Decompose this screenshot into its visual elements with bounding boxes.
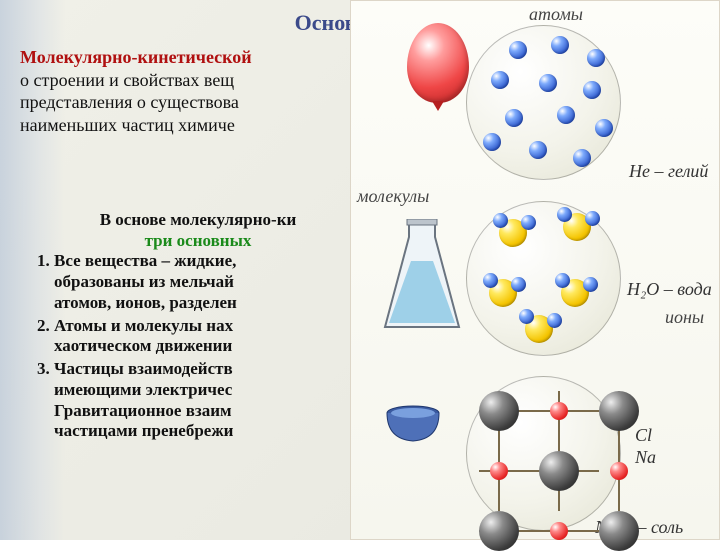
chloride-ion-icon <box>539 451 579 491</box>
body-li3: Частицы взаимодейств имеющими электричес… <box>54 359 368 442</box>
sodium-ion-icon <box>610 462 628 480</box>
hydrogen-icon <box>493 213 508 228</box>
chloride-ion-icon <box>479 391 519 431</box>
hydrogen-icon <box>519 309 534 324</box>
atom-icon <box>509 41 527 59</box>
atom-icon <box>583 81 601 99</box>
flask-icon <box>381 219 463 337</box>
cup-icon <box>383 405 443 443</box>
formula-h2o: H₂O – вода <box>627 279 712 300</box>
intro-paragraph: Молекулярно-кинетической о строении и св… <box>20 46 360 136</box>
hydrogen-icon <box>483 273 498 288</box>
atom-icon <box>595 119 613 137</box>
atom-icon <box>551 36 569 54</box>
hydrogen-icon <box>555 273 570 288</box>
label-atoms: атомы <box>529 4 583 25</box>
body-list: Все вещества – жидкие, образованы из мел… <box>54 251 368 442</box>
balloon-icon <box>407 23 469 103</box>
body-li2: Атомы и молекулы нах хаотическом движени… <box>54 316 368 357</box>
hydrogen-icon <box>547 313 562 328</box>
right-panel: атомы молекулы ионы He – гелий H₂O – вод… <box>350 0 720 540</box>
hydrogen-icon <box>585 211 600 226</box>
sodium-ion-icon <box>490 462 508 480</box>
hydrogen-icon <box>511 277 526 292</box>
label-molecules: молекулы <box>357 186 429 207</box>
atom-icon <box>505 109 523 127</box>
intro-l2: о строении и свойствах вещ <box>20 70 234 90</box>
body-li1: Все вещества – жидкие, образованы из мел… <box>54 251 368 313</box>
intro-l3: представления о существова <box>20 92 239 112</box>
atom-icon <box>529 141 547 159</box>
atom-icon <box>587 49 605 67</box>
atom-icon <box>573 149 591 167</box>
chloride-ion-icon <box>599 391 639 431</box>
formula-he: He – гелий <box>629 161 708 182</box>
sodium-ion-icon <box>550 402 568 420</box>
intro-lead: Молекулярно-кинетической <box>20 47 252 67</box>
hydrogen-icon <box>521 215 536 230</box>
body-line2: три основных <box>28 231 368 252</box>
sodium-ion-icon <box>550 522 568 540</box>
hydrogen-icon <box>583 277 598 292</box>
chloride-ion-icon <box>599 511 639 551</box>
slide: Основные по Молекулярно-кинетической о с… <box>0 0 720 540</box>
body-line1: В основе молекулярно-ки <box>28 210 368 231</box>
atom-icon <box>483 133 501 151</box>
hydrogen-icon <box>557 207 572 222</box>
chloride-ion-icon <box>479 511 519 551</box>
intro-l4: наименьших частиц химиче <box>20 115 235 135</box>
atom-icon <box>491 71 509 89</box>
atom-icon <box>557 106 575 124</box>
body-text: В основе молекулярно-ки три основных Все… <box>28 210 368 444</box>
atom-icon <box>539 74 557 92</box>
label-ions: ионы <box>665 307 704 328</box>
